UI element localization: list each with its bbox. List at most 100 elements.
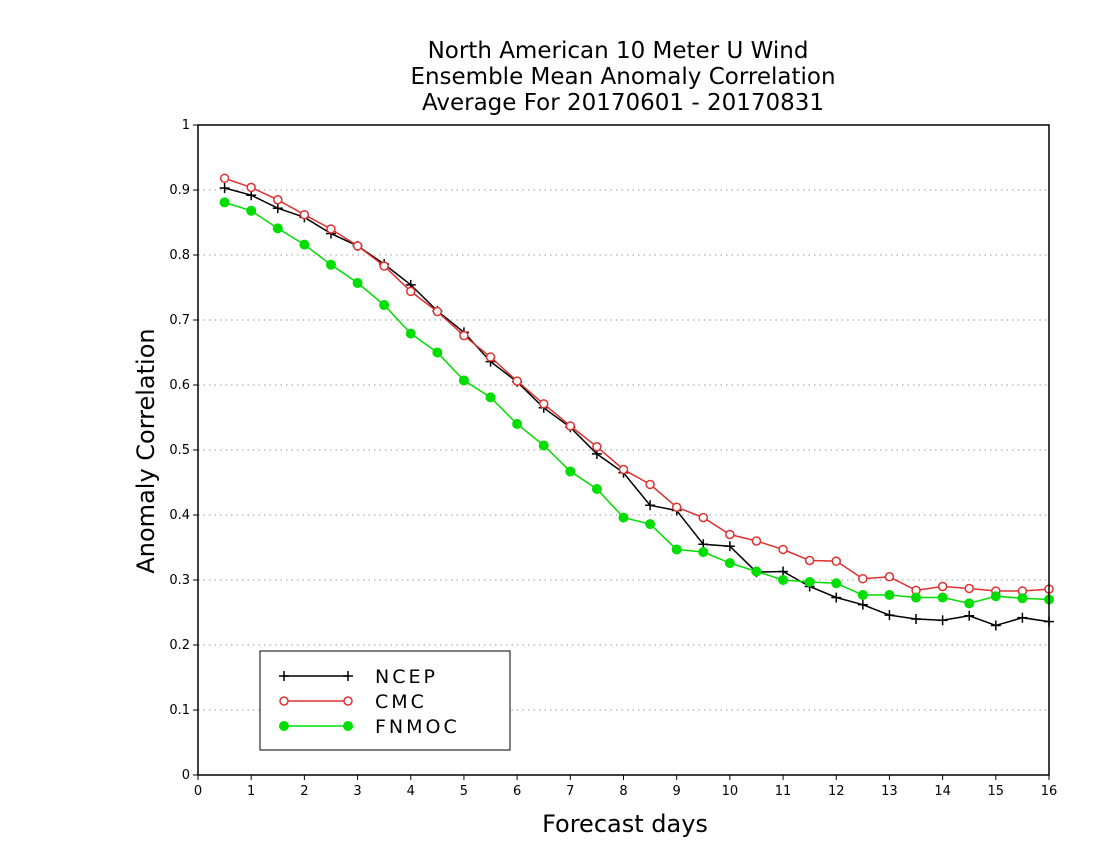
legend-label-cmc: CMC: [375, 691, 427, 713]
series-cmc-line: [224, 177, 1050, 592]
series-fnmoc-point: [831, 578, 842, 589]
y-axis-ticks: 0 0.1 0.2 0.3 0.4 0.5 0.6 0.7 0.8 0.9 1: [169, 118, 198, 783]
series-fnmoc-point: [990, 591, 1001, 602]
series-ncep-point: [911, 614, 922, 624]
x-axis-ticks: 0 1 2 3 4 5 6 7 8 9 10 11 12 13 14 15 16: [194, 775, 1057, 799]
series-fnmoc-line: [224, 201, 1050, 605]
series-cmc-point: [326, 224, 336, 234]
series-cmc-point: [751, 536, 762, 546]
series-cmc-point: [831, 556, 841, 566]
series-ncep-point: [778, 566, 789, 577]
x-tick-label: 4: [407, 784, 415, 799]
data-series: [219, 173, 1054, 631]
legend-cmc-end-point: [343, 696, 353, 706]
y-axis-title: Anomaly Correlation: [132, 328, 160, 573]
x-tick-label: 14: [934, 784, 951, 799]
series-cmc: [219, 173, 1054, 596]
series-cmc-point: [698, 512, 709, 523]
x-tick-label: 11: [775, 784, 792, 799]
series-fnmoc-point: [671, 544, 682, 555]
series-cmc-point: [246, 182, 256, 193]
series-fnmoc-point: [778, 575, 789, 585]
series-ncep-point: [857, 599, 868, 610]
series-fnmoc-point: [246, 205, 257, 216]
series-cmc-point: [618, 464, 629, 475]
y-tick-label: 0.2: [169, 638, 190, 653]
series-fnmoc-point: [804, 576, 815, 587]
y-tick-label: 0: [182, 768, 190, 783]
x-tick-label: 16: [1041, 784, 1058, 799]
y-tick-label: 0.8: [169, 248, 190, 263]
x-tick-label: 0: [194, 784, 202, 799]
series-fnmoc-point: [884, 589, 895, 600]
series-fnmoc-point: [937, 592, 948, 603]
series-fnmoc-point: [618, 512, 629, 523]
series-fnmoc: [219, 197, 1054, 609]
series-ncep-point: [1017, 612, 1028, 623]
series-cmc-point: [592, 442, 602, 452]
series-cmc-point: [406, 286, 416, 297]
series-fnmoc-point: [325, 259, 336, 270]
x-tick-label: 15: [988, 784, 1005, 799]
series-fnmoc-point: [857, 589, 868, 600]
series-cmc-point: [565, 421, 576, 431]
series-fnmoc-point: [911, 592, 922, 603]
series-cmc-point: [671, 502, 682, 512]
legend-ncep-start-point: [279, 671, 289, 681]
legend-ncep-end-point: [343, 671, 353, 681]
y-tick-label: 0.4: [169, 508, 190, 523]
series-cmc-point: [538, 399, 549, 409]
y-tick-label: 0.3: [169, 573, 190, 588]
legend-fnmoc-end-point: [343, 721, 353, 731]
y-tick-label: 0.5: [169, 443, 190, 458]
series-cmc-point: [459, 330, 469, 341]
series-fnmoc-point: [538, 440, 549, 451]
series-ncep-point: [990, 620, 1001, 631]
x-tick-label: 6: [513, 784, 521, 799]
series-fnmoc-point: [645, 519, 656, 530]
legend: NCEP CMC FNMOC: [259, 650, 511, 751]
x-tick-label: 10: [722, 784, 739, 799]
series-fnmoc-point: [698, 547, 709, 558]
series-fnmoc-point: [512, 419, 523, 429]
legend-fnmoc-sample: [279, 721, 353, 731]
y-tick-label: 0.1: [169, 703, 190, 718]
series-fnmoc-point: [724, 558, 735, 569]
legend-label-ncep: NCEP: [375, 666, 438, 688]
series-fnmoc-point: [485, 392, 496, 403]
series-fnmoc-point: [299, 239, 310, 250]
legend-cmc-start-point: [279, 696, 289, 706]
series-ncep-point: [272, 203, 283, 214]
x-axis-title: Forecast days: [542, 810, 708, 838]
series-cmc-point: [725, 529, 735, 540]
x-tick-label: 13: [881, 784, 898, 799]
series-ncep-point: [831, 592, 842, 603]
y-tick-label: 1: [182, 118, 190, 133]
series-cmc-point: [299, 209, 310, 220]
legend-fnmoc-start-point: [279, 721, 289, 731]
x-tick-label: 8: [619, 784, 627, 799]
y-tick-label: 0.9: [169, 183, 190, 198]
series-fnmoc-point: [751, 566, 762, 577]
series-cmc-point: [219, 173, 230, 184]
series-cmc-point: [964, 583, 974, 594]
chart-title-line-2: Ensemble Mean Anomaly Correlation: [410, 64, 835, 90]
legend-cmc-sample: [279, 696, 353, 706]
series-cmc-point: [804, 555, 815, 566]
legend-samples: [279, 671, 353, 731]
x-tick-label: 9: [673, 784, 681, 799]
series-fnmoc-point: [964, 598, 975, 609]
series-ncep-point: [884, 610, 895, 621]
x-tick-label: 2: [300, 784, 308, 799]
series-ncep: [219, 183, 1054, 631]
grid-lines: [198, 189, 1049, 711]
series-cmc-point: [485, 352, 496, 362]
series-fnmoc-point: [272, 223, 283, 234]
series-cmc-point: [778, 544, 788, 555]
chart-title-line-1: North American 10 Meter U Wind: [428, 38, 809, 64]
series-cmc-point: [937, 581, 948, 592]
x-tick-label: 3: [353, 784, 361, 799]
series-ncep-point: [645, 500, 656, 511]
series-fnmoc-point: [1017, 593, 1028, 604]
x-tick-label: 12: [828, 784, 845, 799]
